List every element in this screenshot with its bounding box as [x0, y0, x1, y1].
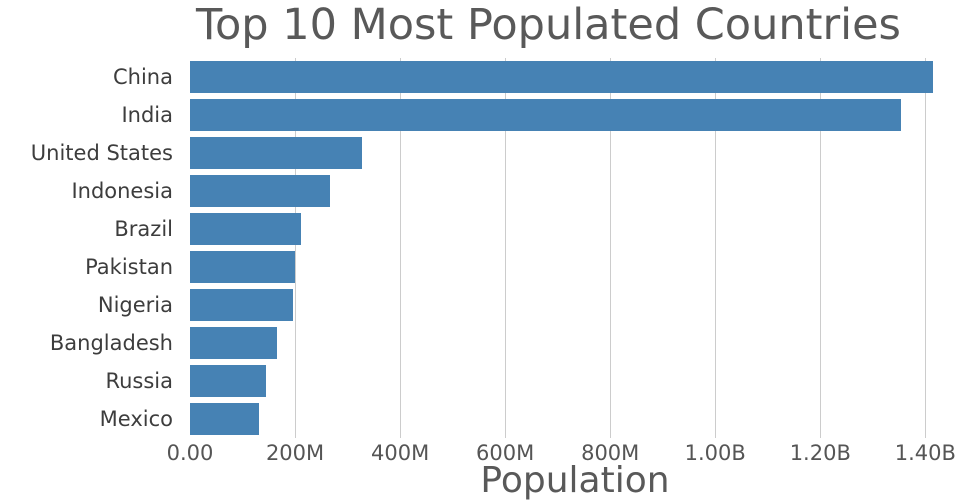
- bar-row: [190, 96, 960, 134]
- bar-row: [190, 400, 960, 438]
- x-tick-label: 0.00: [166, 441, 214, 465]
- bar-row: [190, 134, 960, 172]
- category-label: India: [121, 103, 173, 127]
- bar-row: [190, 362, 960, 400]
- gridlines: [190, 58, 960, 438]
- bar-row: [190, 172, 960, 210]
- bar: [190, 251, 296, 283]
- category-label: Mexico: [99, 407, 173, 431]
- gridline: [505, 58, 507, 438]
- x-tick-label: 1.20B: [789, 441, 851, 465]
- bar: [190, 213, 301, 245]
- x-tick-label: 600M: [476, 441, 535, 465]
- bar: [190, 61, 934, 93]
- category-label: Brazil: [114, 217, 173, 241]
- bar: [190, 365, 266, 397]
- category-labels: China India United States Indonesia Brazil Pa…: [0, 58, 182, 438]
- bar: [190, 403, 259, 435]
- gridline: [400, 58, 402, 438]
- category-label: Nigeria: [97, 293, 173, 317]
- x-tick-label: 1.40B: [894, 441, 956, 465]
- plot-area: [190, 58, 960, 438]
- bar: [190, 175, 331, 207]
- chart-title: Top 10 Most Populated Countries: [196, 0, 901, 50]
- category-label: Indonesia: [71, 179, 173, 203]
- bars: [190, 58, 960, 438]
- bar-row: [190, 286, 960, 324]
- x-tick-label: 200M: [265, 441, 325, 465]
- bar-row: [190, 324, 960, 362]
- bar-row: [190, 58, 960, 96]
- gridline: [820, 58, 822, 438]
- gridline: [295, 58, 297, 438]
- gridline: [610, 58, 612, 438]
- x-ticks: 0.00 200M 400M 600M 800M 1.00B 1.20B 1.40B: [167, 441, 960, 467]
- x-tick-label: 1.00B: [684, 441, 746, 465]
- bar: [190, 99, 902, 131]
- x-axis-label: Population: [480, 460, 670, 500]
- category-label: Russia: [105, 369, 173, 393]
- category-label: Bangladesh: [49, 331, 173, 355]
- category-label: United States: [30, 141, 173, 165]
- bar: [190, 137, 362, 169]
- bar: [190, 289, 293, 321]
- bar: [190, 327, 278, 359]
- bar-row: [190, 210, 960, 248]
- category-label: China: [113, 65, 173, 89]
- gridline: [715, 58, 717, 438]
- x-tick-label: 400M: [370, 441, 430, 465]
- category-label: Pakistan: [85, 255, 173, 279]
- x-tick-label: 800M: [581, 441, 640, 465]
- gridline: [925, 58, 927, 438]
- bar-row: [190, 248, 960, 286]
